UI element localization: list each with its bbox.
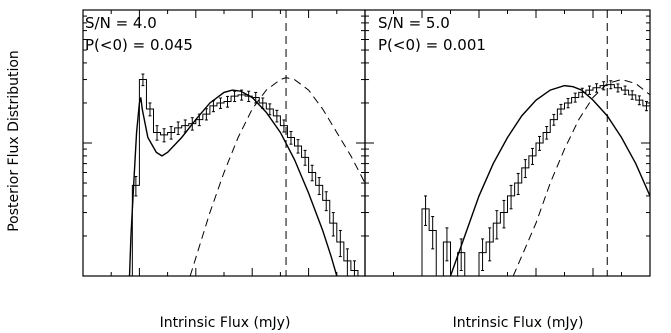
x-axis-title-left: Intrinsic Flux (mJy) bbox=[160, 315, 291, 331]
sn-annotation-left: S/N = 4.0 bbox=[85, 14, 157, 32]
left-data-layer bbox=[125, 10, 365, 276]
left-histogram bbox=[125, 79, 365, 276]
y-axis-title: Posterior Flux Distribution bbox=[6, 50, 22, 232]
x-axis-title-right: Intrinsic Flux (mJy) bbox=[453, 315, 584, 331]
right-prior-curve bbox=[512, 79, 650, 276]
prob-annotation-left: P(<0) = 0.045 bbox=[85, 36, 193, 54]
right-data-layer bbox=[414, 10, 650, 276]
left-model-curve bbox=[128, 89, 338, 276]
right-model-curve bbox=[449, 84, 650, 276]
left-prior-curve bbox=[189, 77, 365, 276]
right-histogram bbox=[414, 84, 650, 276]
sn-annotation-right: S/N = 5.0 bbox=[378, 14, 450, 32]
prob-annotation-right: P(<0) = 0.001 bbox=[378, 36, 486, 54]
right-panel bbox=[364, 9, 651, 277]
